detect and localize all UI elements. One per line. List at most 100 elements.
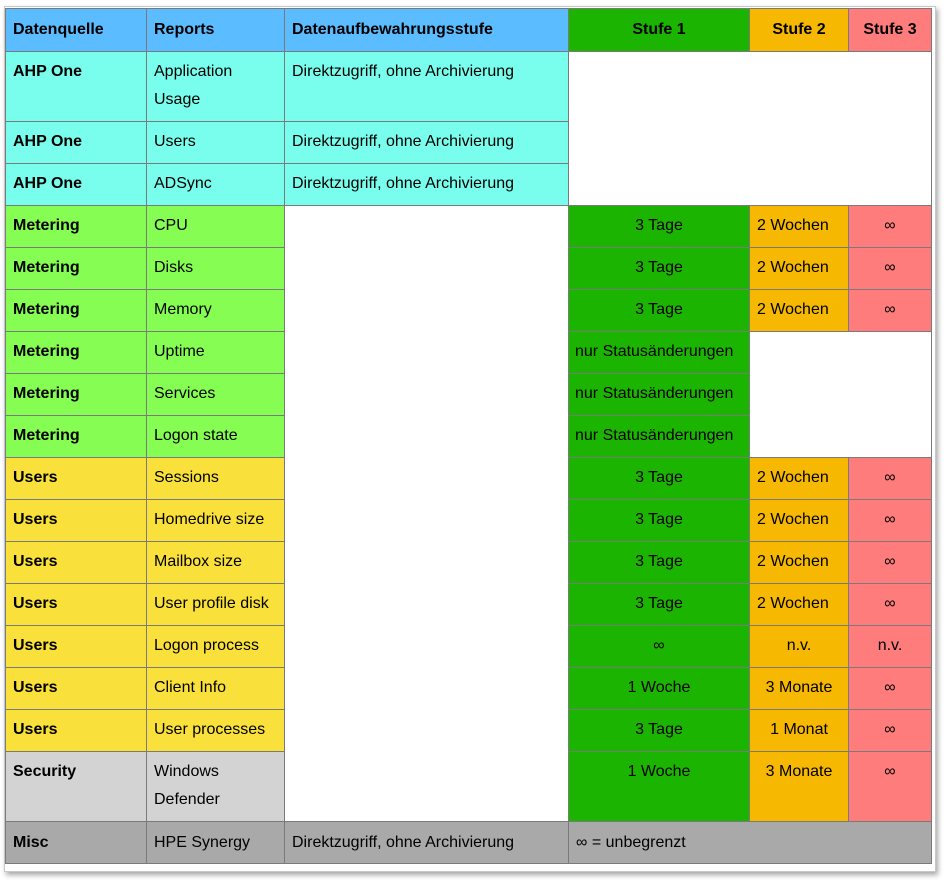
report-cell: Logon state [146, 415, 285, 458]
source-cell: Metering [5, 247, 147, 290]
report-cell: HPE Synergy [146, 821, 285, 864]
table-row: Metering Disks 3 Tage 2 Wochen ∞ [5, 247, 932, 290]
report-cell: Disks [146, 247, 285, 290]
source-cell: Misc [5, 821, 147, 864]
report-cell: Homedrive size [146, 499, 285, 542]
header-source: Datenquelle [5, 8, 147, 52]
retention-cell: Direktzugriff, ohne Archivierung [284, 51, 569, 122]
level2-cell: 2 Wochen [749, 541, 849, 584]
report-cell: ADSync [146, 163, 285, 206]
header-reports: Reports [146, 8, 285, 52]
level1-cell: ∞ [568, 625, 750, 668]
source-cell: Users [5, 625, 147, 668]
empty-cell [568, 51, 932, 206]
source-cell: Metering [5, 289, 147, 332]
level1-cell: 3 Tage [568, 541, 750, 584]
retention-cell: Direktzugriff, ohne Archivierung [284, 163, 569, 206]
level3-cell: ∞ [848, 205, 932, 248]
level1-cell: 3 Tage [568, 499, 750, 542]
level1-cell: 3 Tage [568, 457, 750, 500]
report-cell: Sessions [146, 457, 285, 500]
report-cell: Memory [146, 289, 285, 332]
header-level2: Stufe 2 [749, 8, 849, 52]
report-cell: User processes [146, 709, 285, 752]
header-row: Datenquelle Reports Datenaufbewahrungsst… [5, 8, 932, 52]
level1-cell: 1 Woche [568, 751, 750, 822]
source-cell: Metering [5, 415, 147, 458]
table-row: Misc HPE Synergy Direktzugriff, ohne Arc… [5, 821, 932, 864]
level2-cell: 2 Wochen [749, 583, 849, 626]
level3-cell: n.v. [848, 625, 932, 668]
level1-cell: 3 Tage [568, 583, 750, 626]
source-cell: Metering [5, 373, 147, 416]
table-row: AHP One Users Direktzugriff, ohne Archiv… [5, 121, 932, 164]
report-cell: Users [146, 121, 285, 164]
table-row: Metering Uptime nur Statusänderungen [5, 331, 932, 458]
level2-cell: 2 Wochen [749, 499, 849, 542]
table-row: Metering Logon state nur Statusänderunge… [5, 415, 932, 458]
header-level3: Stufe 3 [848, 8, 932, 52]
table-row: Users Sessions 3 Tage 2 Wochen ∞ [5, 457, 932, 500]
level1-cell: 3 Tage [568, 247, 750, 290]
level2-cell: n.v. [749, 625, 849, 668]
level1-cell: 1 Woche [568, 667, 750, 710]
data-retention-table: Datenquelle Reports Datenaufbewahrungsst… [5, 8, 932, 864]
table-row: Metering Memory 3 Tage 2 Wochen ∞ [5, 289, 932, 332]
level1-cell: nur Statusänderungen [568, 415, 750, 458]
report-cell: Services [146, 373, 285, 416]
table-row: Security Windows Defender 1 Woche 3 Mona… [5, 751, 932, 822]
report-cell: CPU [146, 205, 285, 248]
retention-cell: Direktzugriff, ohne Archivierung [284, 121, 569, 164]
source-cell: Metering [5, 205, 147, 248]
table-row: AHP One ADSync Direktzugriff, ohne Archi… [5, 163, 932, 206]
source-cell: Users [5, 583, 147, 626]
level3-cell: ∞ [848, 751, 932, 822]
level2-cell: 2 Wochen [749, 457, 849, 500]
report-cell: Application Usage [146, 51, 285, 122]
level3-cell: ∞ [848, 457, 932, 500]
report-cell: Windows Defender [146, 751, 285, 822]
source-cell: Users [5, 499, 147, 542]
empty-cell [749, 331, 932, 458]
report-cell: Logon process [146, 625, 285, 668]
table-row: Users Mailbox size 3 Tage 2 Wochen ∞ [5, 541, 932, 584]
retention-cell: Direktzugriff, ohne Archivierung [284, 821, 569, 864]
header-level1: Stufe 1 [568, 8, 750, 52]
header-retention: Datenaufbewahrungsstufe [284, 8, 569, 52]
source-cell: AHP One [5, 121, 147, 164]
source-cell: Metering [5, 331, 147, 374]
source-cell: Users [5, 709, 147, 752]
table-row: Users Homedrive size 3 Tage 2 Wochen ∞ [5, 499, 932, 542]
report-cell: Mailbox size [146, 541, 285, 584]
table-row: Users Client Info 1 Woche 3 Monate ∞ [5, 667, 932, 710]
table-row: AHP One Application Usage Direktzugriff,… [5, 51, 932, 206]
level3-cell: ∞ [848, 247, 932, 290]
level1-cell: 3 Tage [568, 709, 750, 752]
level3-cell: ∞ [848, 709, 932, 752]
level3-cell: ∞ [848, 289, 932, 332]
report-cell: Client Info [146, 667, 285, 710]
level1-cell: 3 Tage [568, 205, 750, 248]
table-row: Users User processes 3 Tage 1 Monat ∞ [5, 709, 932, 752]
level2-cell: 1 Monat [749, 709, 849, 752]
report-cell: User profile disk [146, 583, 285, 626]
level2-cell: 2 Wochen [749, 289, 849, 332]
level3-cell: ∞ [848, 667, 932, 710]
level3-cell: ∞ [848, 541, 932, 584]
level2-cell: 3 Monate [749, 751, 849, 822]
level2-cell: 2 Wochen [749, 247, 849, 290]
empty-retention-cell [284, 205, 569, 822]
level3-cell: ∞ [848, 583, 932, 626]
source-cell: Users [5, 541, 147, 584]
table-row: Metering Services nur Statusänderungen [5, 373, 932, 416]
source-cell: Security [5, 751, 147, 822]
level1-cell: nur Statusänderungen [568, 331, 750, 374]
source-cell: AHP One [5, 163, 147, 206]
level2-cell: 2 Wochen [749, 205, 849, 248]
legend-note: ∞ = unbegrenzt [568, 821, 932, 864]
table-row: Metering CPU 3 Tage 2 Wochen ∞ [5, 205, 932, 822]
source-cell: Users [5, 667, 147, 710]
source-cell: AHP One [5, 51, 147, 122]
source-cell: Users [5, 457, 147, 500]
level1-cell: nur Statusänderungen [568, 373, 750, 416]
